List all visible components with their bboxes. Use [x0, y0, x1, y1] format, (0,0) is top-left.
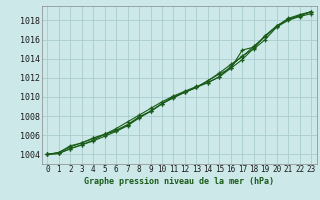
X-axis label: Graphe pression niveau de la mer (hPa): Graphe pression niveau de la mer (hPa) [84, 177, 274, 186]
